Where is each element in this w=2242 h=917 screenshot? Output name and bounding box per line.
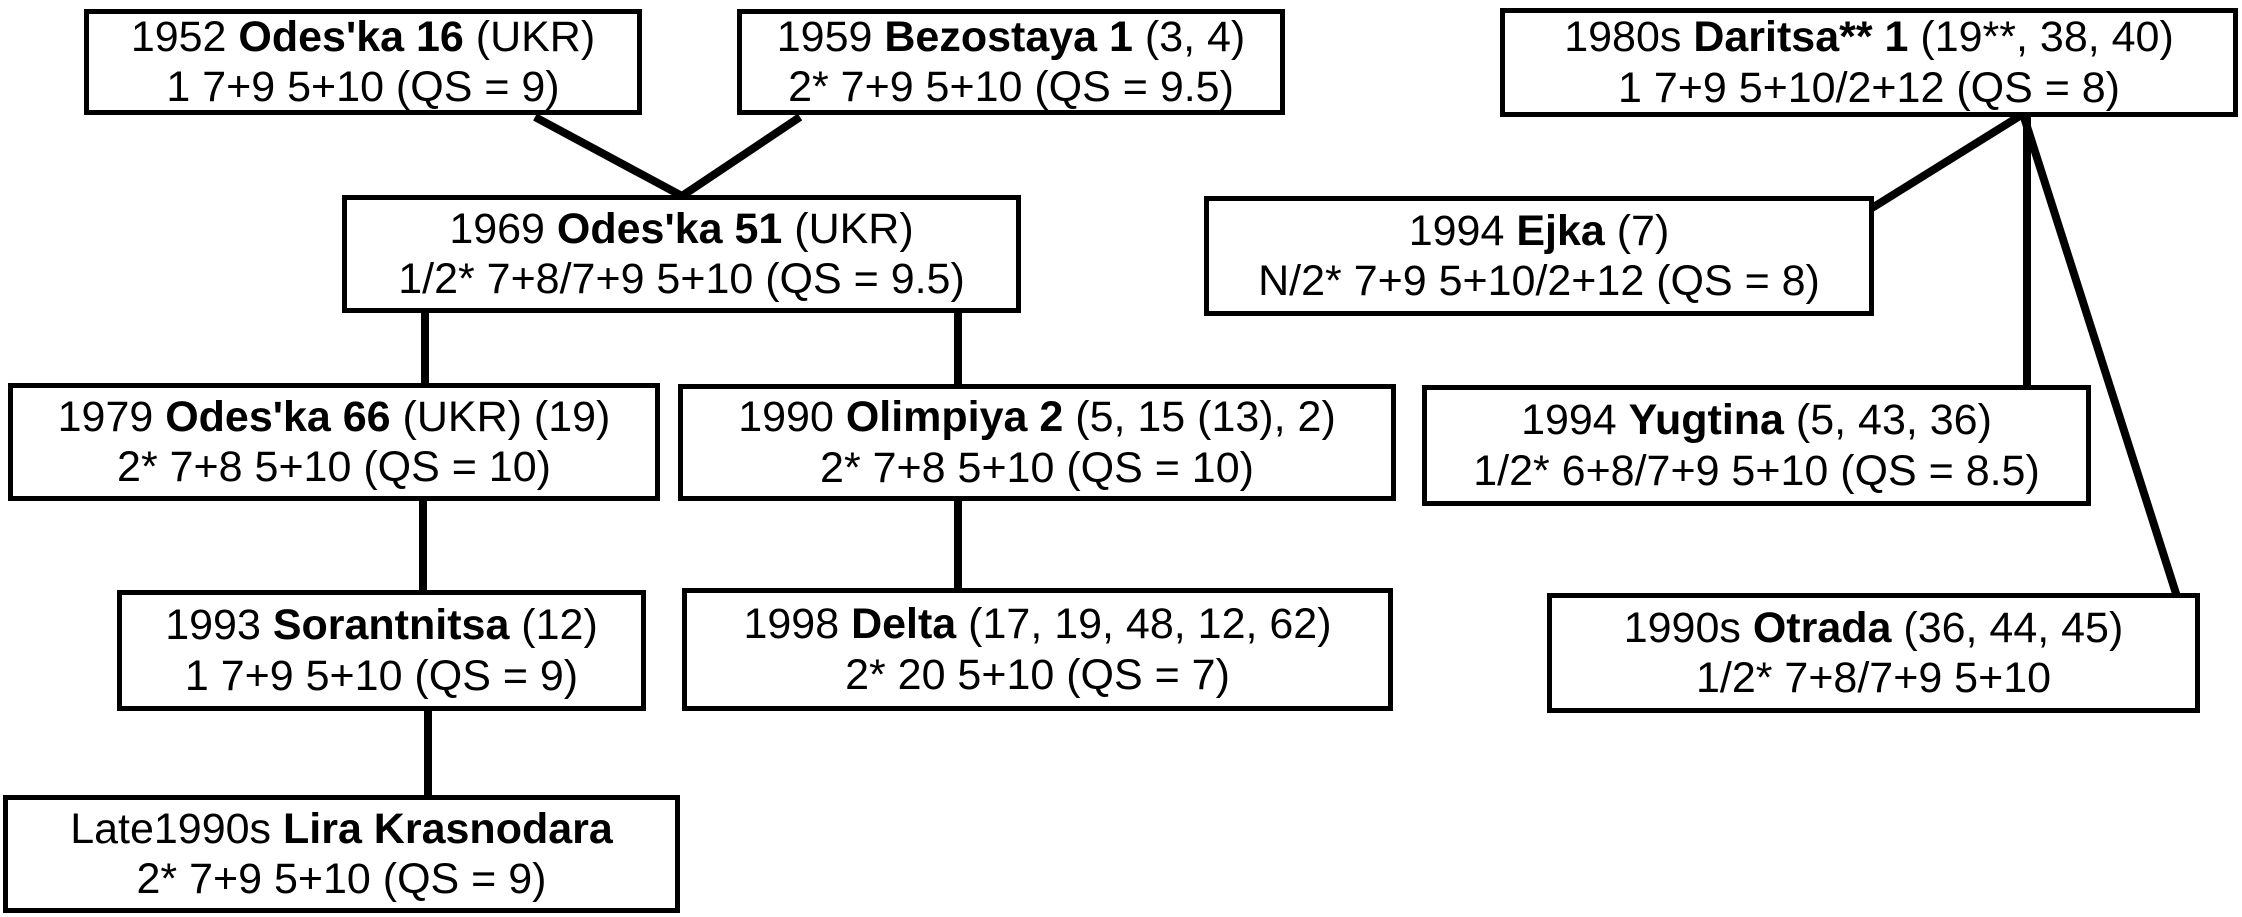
node-references: (19**, 38, 40) bbox=[1908, 13, 2174, 62]
connector-odeska16-to-odeska51 bbox=[533, 113, 684, 200]
pedigree-node-yugtina: 1994 Yugtina (5, 43, 36) 1/2* 6+8/7+9 5+… bbox=[1422, 385, 2091, 506]
node-cultivar-name: Odes'ka 16 bbox=[238, 12, 464, 61]
pedigree-node-odeska-66: 1979 Odes'ka 66 (UKR) (19) 2* 7+8 5+10 (… bbox=[8, 383, 660, 501]
node-references: (5, 15 (13), 2) bbox=[1063, 393, 1336, 442]
node-title-line: 1980s Daritsa** 1 (19**, 38, 40) bbox=[1564, 12, 2174, 62]
node-title-line: Late1990s Lira Krasnodara bbox=[70, 804, 613, 854]
node-year: 1990 bbox=[738, 393, 846, 442]
pedigree-node-bezostaya-1: 1959 Bezostaya 1 (3, 4) 2* 7+9 5+10 (QS … bbox=[737, 9, 1285, 115]
node-references: (12) bbox=[509, 601, 598, 650]
pedigree-node-daritsa-1: 1980s Daritsa** 1 (19**, 38, 40) 1 7+9 5… bbox=[1500, 8, 2238, 117]
pedigree-node-odeska-51: 1969 Odes'ka 51 (UKR) 1/2* 7+8/7+9 5+10 … bbox=[342, 195, 1021, 313]
node-title-line: 1952 Odes'ka 16 (UKR) bbox=[131, 12, 595, 62]
node-cultivar-name: Odes'ka 66 bbox=[165, 392, 391, 441]
node-cultivar-name: Daritsa** 1 bbox=[1693, 13, 1909, 62]
node-references: (UKR) (19) bbox=[390, 392, 611, 441]
node-allele-detail: N/2* 7+9 5+10/2+12 (QS = 8) bbox=[1258, 257, 1820, 305]
pedigree-node-odeska-16: 1952 Odes'ka 16 (UKR) 1 7+9 5+10 (QS = 9… bbox=[84, 9, 642, 115]
node-year: 1998 bbox=[743, 600, 852, 649]
node-title-line: 1990s Otrada (36, 44, 45) bbox=[1624, 603, 2124, 653]
node-cultivar-name: Otrada bbox=[1752, 603, 1892, 652]
node-year: 1980s bbox=[1564, 13, 1694, 62]
node-title-line: 1994 Ejka (7) bbox=[1409, 206, 1670, 256]
node-allele-detail: 1/2* 6+8/7+9 5+10 (QS = 8.5) bbox=[1473, 446, 2040, 495]
node-year: 1969 bbox=[449, 204, 557, 253]
node-allele-detail: 2* 7+8 5+10 (QS = 10) bbox=[117, 443, 551, 491]
node-references: (UKR) bbox=[782, 204, 914, 253]
node-year: 1994 bbox=[1521, 396, 1629, 445]
node-allele-detail: 1/2* 7+8/7+9 5+10 bbox=[1695, 654, 2052, 702]
node-cultivar-name: Ejka bbox=[1516, 206, 1605, 255]
node-title-line: 1969 Odes'ka 51 (UKR) bbox=[449, 204, 913, 254]
node-year: 1979 bbox=[57, 392, 166, 441]
node-references: (3, 4) bbox=[1132, 12, 1246, 61]
pedigree-node-delta: 1998 Delta (17, 19, 48, 12, 62) 2* 20 5+… bbox=[682, 588, 1393, 711]
node-allele-detail: 1 7+9 5+10/2+12 (QS = 8) bbox=[1617, 63, 2121, 112]
node-year: 1994 bbox=[1408, 206, 1517, 255]
node-references: (UKR) bbox=[463, 12, 596, 61]
node-cultivar-name: Lira Krasnodara bbox=[283, 804, 613, 853]
node-allele-detail: 2* 20 5+10 (QS = 7) bbox=[845, 650, 1230, 699]
pedigree-node-ejka: 1994 Ejka (7) N/2* 7+9 5+10/2+12 (QS = 8… bbox=[1204, 196, 1874, 316]
node-references: (36, 44, 45) bbox=[1891, 603, 2124, 652]
node-year: 1990s bbox=[1623, 603, 1753, 652]
node-references: (7) bbox=[1604, 206, 1670, 255]
connector-daritsa-to-otrada bbox=[2019, 112, 2184, 608]
node-title-line: 1979 Odes'ka 66 (UKR) (19) bbox=[58, 392, 611, 442]
node-references: (17, 19, 48, 12, 62) bbox=[956, 600, 1332, 649]
node-cultivar-name: Yugtina bbox=[1628, 396, 1784, 445]
node-cultivar-name: Bezostaya 1 bbox=[884, 12, 1133, 61]
node-allele-detail: 1 7+9 5+10 (QS = 9) bbox=[184, 651, 579, 700]
node-allele-detail: 2* 7+8 5+10 (QS = 10) bbox=[820, 443, 1254, 492]
pedigree-node-sorantnitsa: 1993 Sorantnitsa (12) 1 7+9 5+10 (QS = 9… bbox=[117, 590, 646, 711]
node-year: 1959 bbox=[776, 12, 885, 61]
node-title-line: 1959 Bezostaya 1 (3, 4) bbox=[777, 12, 1246, 62]
node-references: (5, 43, 36) bbox=[1783, 396, 1992, 445]
node-year: Late1990s bbox=[70, 804, 283, 853]
node-title-line: 1993 Sorantnitsa (12) bbox=[165, 600, 598, 650]
node-year: 1993 bbox=[165, 601, 273, 650]
node-allele-detail: 1 7+9 5+10 (QS = 9) bbox=[166, 63, 560, 111]
node-allele-detail: 1/2* 7+8/7+9 5+10 (QS = 9.5) bbox=[398, 255, 965, 303]
pedigree-node-olimpiya-2: 1990 Olimpiya 2 (5, 15 (13), 2) 2* 7+8 5… bbox=[678, 384, 1396, 501]
node-cultivar-name: Delta bbox=[851, 600, 957, 649]
node-title-line: 1990 Olimpiya 2 (5, 15 (13), 2) bbox=[738, 392, 1336, 442]
connector-bezostaya1-to-odeska51 bbox=[679, 113, 803, 200]
node-cultivar-name: Olimpiya 2 bbox=[845, 393, 1064, 442]
pedigree-node-lira-krasnodara: Late1990s Lira Krasnodara 2* 7+9 5+10 (Q… bbox=[3, 795, 680, 913]
node-allele-detail: 2* 7+9 5+10 (QS = 9.5) bbox=[788, 63, 1234, 111]
connector-daritsa-to-ejka bbox=[1869, 110, 2026, 212]
pedigree-node-otrada: 1990s Otrada (36, 44, 45) 1/2* 7+8/7+9 5… bbox=[1547, 593, 2200, 713]
node-cultivar-name: Odes'ka 51 bbox=[556, 204, 783, 253]
node-title-line: 1994 Yugtina (5, 43, 36) bbox=[1521, 395, 1992, 445]
node-year: 1952 bbox=[130, 12, 239, 61]
node-allele-detail: 2* 7+9 5+10 (QS = 9) bbox=[136, 855, 547, 903]
node-cultivar-name: Sorantnitsa bbox=[272, 601, 510, 650]
node-title-line: 1998 Delta (17, 19, 48, 12, 62) bbox=[743, 599, 1331, 649]
